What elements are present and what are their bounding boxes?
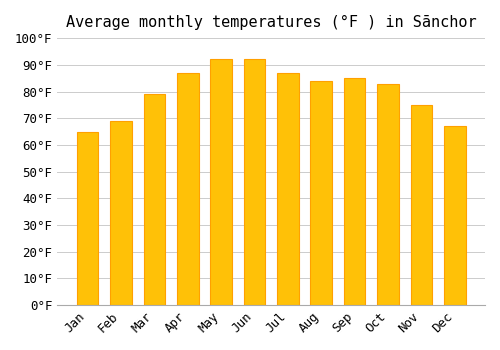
Bar (177, 73, 199, 305)
Bar (144, 94, 165, 305)
Bar (77, 132, 98, 305)
Title: Average monthly temperatures (°F ) in Sānchor: Average monthly temperatures (°F ) in Sā… (66, 15, 476, 30)
Bar (444, 126, 466, 305)
Bar (310, 81, 332, 305)
Bar (110, 121, 132, 305)
Bar (344, 78, 366, 305)
Bar (244, 60, 266, 305)
Bar (377, 84, 399, 305)
Bar (277, 73, 298, 305)
Bar (410, 105, 432, 305)
Bar (210, 60, 232, 305)
